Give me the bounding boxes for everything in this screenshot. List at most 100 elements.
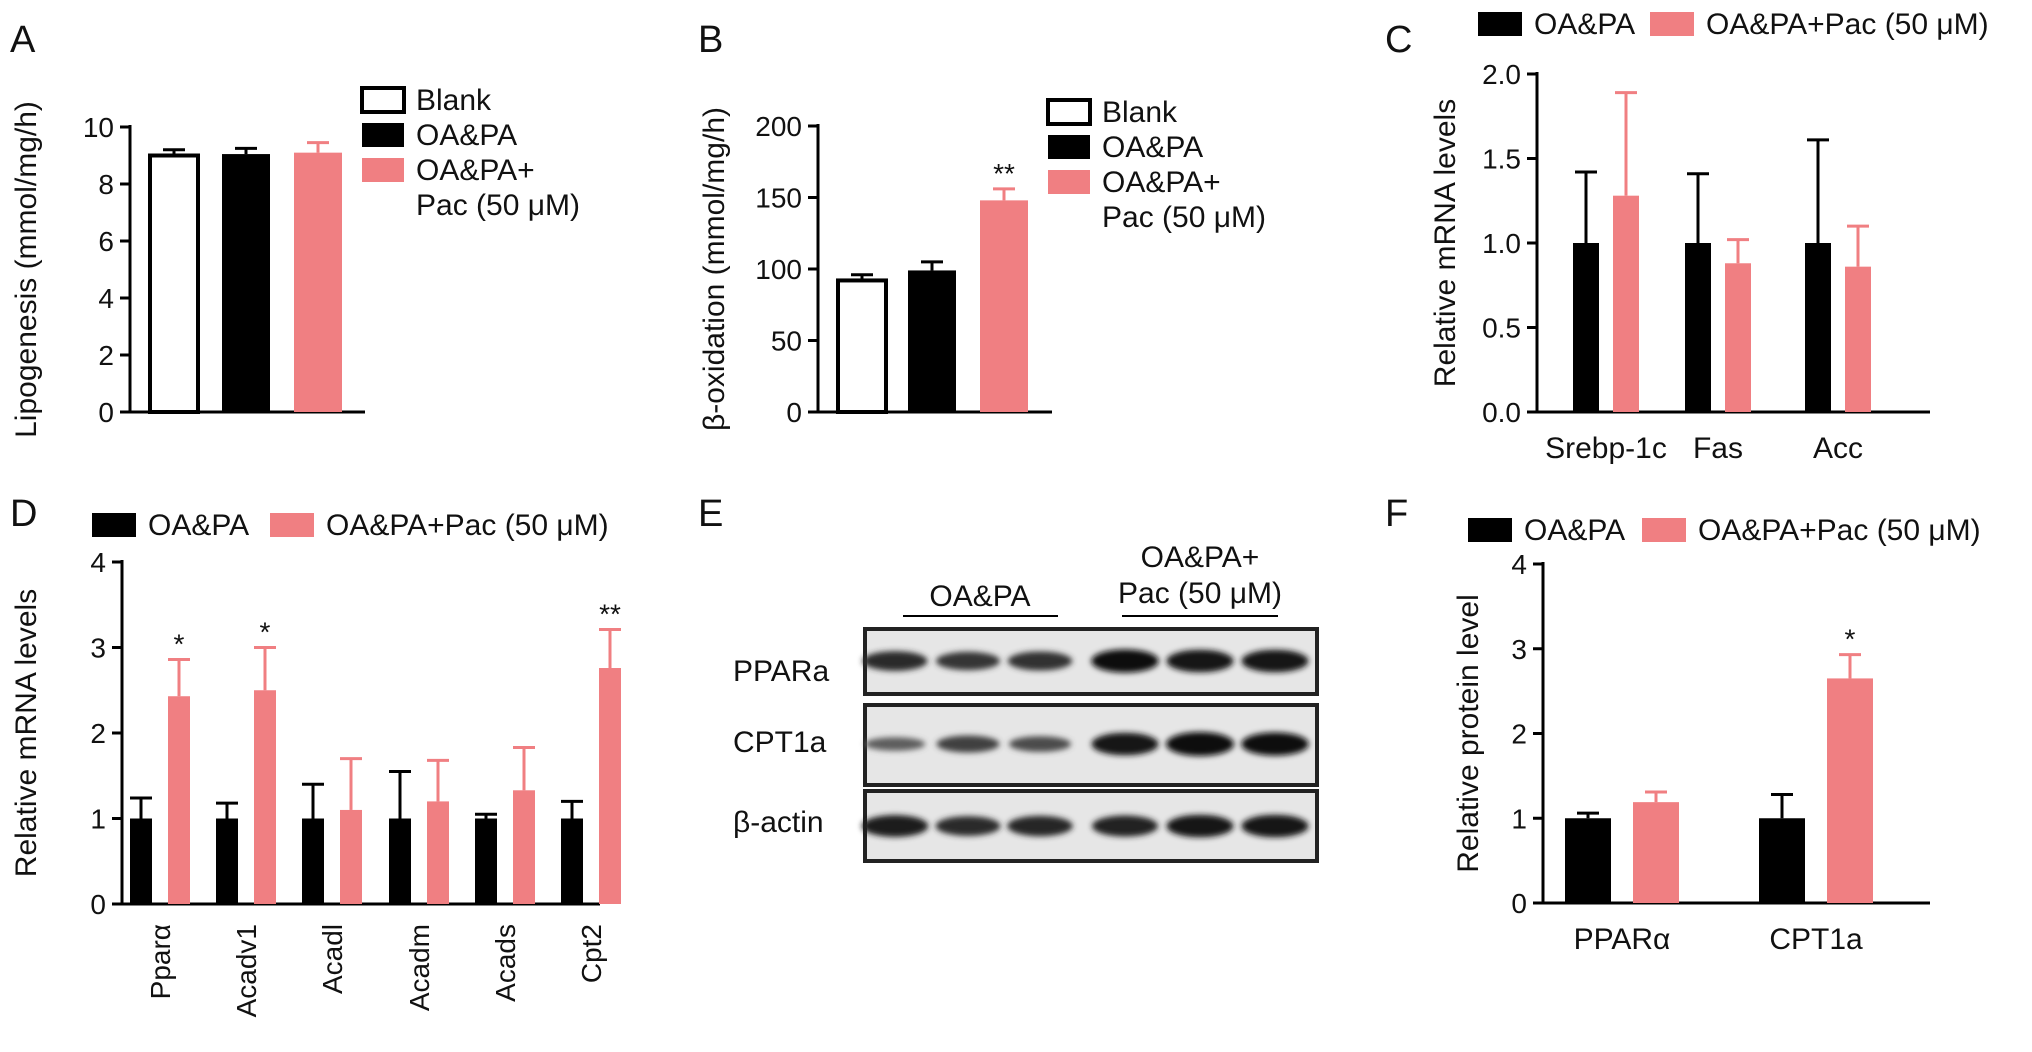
bar-a-1 (222, 154, 270, 412)
legend-swatch-f-0 (1468, 518, 1512, 542)
x-tick-label-f: CPT1a (1769, 923, 1863, 956)
y-tick-label-a: 2 (98, 340, 114, 371)
y-tick-label-c: 1.0 (1482, 228, 1521, 259)
panel-label-a: A (10, 19, 36, 61)
y-tick-label-d: 2 (90, 718, 106, 749)
blot-band (1241, 814, 1309, 838)
legend-swatch-c-1 (1650, 12, 1694, 36)
x-tick-label-f: PPARα (1574, 923, 1671, 956)
blot-group-label-oapa: OA&PA (929, 580, 1030, 613)
legend-label-a: OA&PA+ (416, 154, 535, 187)
blot-row-label-cpt1a: CPT1a (733, 726, 827, 759)
blot-band (862, 651, 928, 671)
legend-label-f: OA&PA (1524, 514, 1625, 547)
western-blot-panel-e: OA&PA OA&PA+ Pac (50 μM) PPARa CPT1a β-a… (733, 541, 1319, 863)
x-tick-label-c: Fas (1693, 432, 1743, 465)
x-tick-label-d: Acadl (317, 924, 348, 994)
bar-d-p2 (340, 809, 362, 904)
significance-d-p1: * (260, 617, 271, 648)
bar-a-0 (148, 153, 200, 414)
legend-label-c: OA&PA (1534, 8, 1635, 41)
legend-swatch-b-2 (1048, 170, 1090, 194)
y-axis-title-a: Lipogenesis (mmol/mg/h) (10, 101, 43, 438)
x-tick-label-d: Acadv1 (231, 924, 262, 1017)
bar-d-b3 (389, 818, 411, 904)
y-tick-label-b: 150 (755, 183, 802, 214)
y-tick-label-a: 0 (98, 397, 114, 428)
significance-d-p5: ** (599, 599, 621, 630)
legend-swatch-a-2 (362, 158, 404, 182)
blot-band (1091, 732, 1159, 756)
y-tick-label-d: 1 (90, 804, 106, 835)
y-tick-label-c: 0.5 (1482, 313, 1521, 344)
blot-band (1092, 815, 1158, 837)
x-tick-label-d: Cpt2 (576, 924, 607, 983)
bar-f-p0 (1633, 802, 1679, 903)
y-axis-title-d: Relative mRNA levels (10, 589, 43, 877)
y-tick-label-b: 0 (786, 397, 802, 428)
panel-label-d: D (10, 493, 37, 535)
bar-c-p0 (1613, 195, 1639, 412)
panel-label-c: C (1385, 19, 1412, 61)
bar-b-2 (980, 200, 1028, 412)
legend-label-b: Blank (1102, 96, 1178, 129)
legend-label-a: Pac (50 μM) (416, 189, 580, 222)
bar-d-b5 (561, 818, 583, 904)
blot-band (1166, 649, 1234, 673)
blot-group-label-oapa-pac-line2: Pac (50 μM) (1118, 577, 1282, 610)
x-tick-label-d: Pparα (145, 924, 176, 999)
y-tick-label-c: 2.0 (1482, 59, 1521, 90)
chart-panel-d: 0 1 2 3 4 Relative mRNA levels * Pparα * Acadv1 Ac… (10, 509, 621, 1017)
y-tick-label-d: 0 (90, 889, 106, 920)
legend-label-b: OA&PA (1102, 131, 1203, 164)
y-axis-title-f: Relative protein level (1452, 594, 1485, 872)
bar-d-b0 (130, 818, 152, 904)
bar-b-0 (836, 278, 888, 414)
y-tick-label-a: 8 (98, 169, 114, 200)
y-tick-label-b: 200 (755, 111, 802, 142)
bar-f-p1 (1827, 678, 1873, 903)
blot-band (861, 815, 929, 837)
y-tick-label-d: 4 (90, 547, 106, 578)
y-axis-title-b: β-oxidation (mmol/mg/h) (698, 107, 731, 431)
bar-d-p5 (599, 668, 621, 904)
bar-d-p4 (513, 790, 535, 904)
panel-label-e: E (698, 493, 723, 535)
legend-label-f: OA&PA+Pac (50 μM) (1698, 514, 1981, 547)
panel-label-b: B (698, 19, 723, 61)
bar-d-b1 (216, 818, 238, 904)
y-tick-label-f: 0 (1511, 888, 1527, 919)
panel-label-f: F (1385, 493, 1408, 535)
blot-band (1241, 649, 1309, 673)
y-tick-label-d: 3 (90, 633, 106, 664)
y-tick-label-f: 2 (1511, 719, 1527, 750)
blot-band (936, 735, 1000, 753)
legend-swatch-d-0 (92, 513, 136, 537)
y-tick-label-f: 1 (1511, 803, 1527, 834)
bar-c-b0 (1573, 243, 1599, 412)
y-tick-label-c: 0.0 (1482, 397, 1521, 428)
chart-panel-f: 0 1 2 3 4 Relative protein level PPARα * CPT1a OA… (1452, 514, 1981, 956)
significance-b-2: ** (993, 158, 1015, 189)
blot-band (935, 816, 1001, 836)
y-axis-title-c: Relative mRNA levels (1429, 99, 1462, 387)
blot-band (1009, 736, 1071, 752)
bar-c-b1 (1685, 243, 1711, 412)
legend-swatch-c-0 (1478, 12, 1522, 36)
legend-label-b: Pac (50 μM) (1102, 201, 1266, 234)
bar-d-b4 (475, 818, 497, 904)
legend-swatch-b-0 (1046, 98, 1092, 126)
legend-label-a: Blank (416, 84, 492, 117)
x-tick-label-d: Acads (490, 924, 521, 1002)
blot-band (1007, 815, 1073, 837)
blot-row-label-ppara: PPARa (733, 655, 829, 688)
x-tick-label-c: Acc (1813, 432, 1863, 465)
y-tick-label-a: 4 (98, 283, 114, 314)
y-tick-label-a: 10 (83, 112, 114, 143)
bar-c-b2 (1805, 243, 1831, 412)
y-tick-label-f: 4 (1511, 549, 1527, 580)
blot-bands (861, 649, 1309, 838)
significance-d-p0: * (174, 628, 185, 659)
legend-label-b: OA&PA+ (1102, 166, 1221, 199)
